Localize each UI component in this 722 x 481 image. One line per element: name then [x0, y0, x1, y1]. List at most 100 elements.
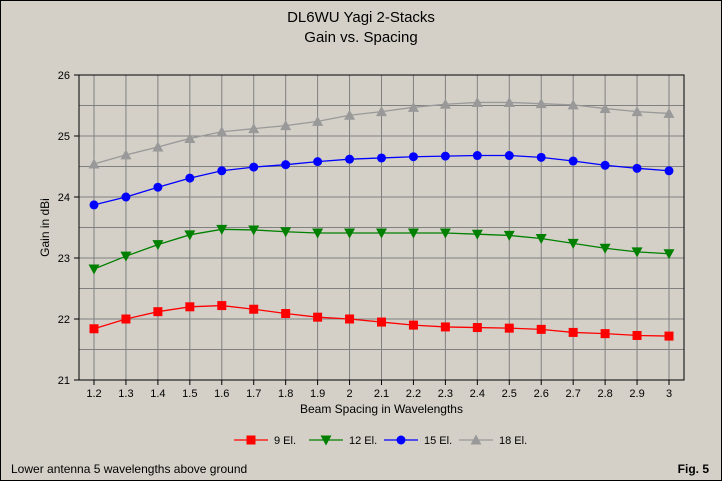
legend-item: 18 El. [459, 434, 527, 447]
data-point [217, 166, 227, 176]
data-point [407, 228, 419, 239]
data-point [377, 153, 386, 163]
data-point [472, 151, 482, 161]
data-point [536, 152, 546, 162]
series-3 [89, 151, 674, 210]
data-point [217, 301, 227, 311]
data-point [567, 99, 579, 110]
data-point [568, 327, 578, 337]
data-point [567, 238, 579, 249]
legend-marker [396, 435, 406, 445]
legend-item: 15 El. [384, 435, 452, 447]
data-point [536, 324, 546, 334]
data-point [439, 228, 451, 239]
data-point [216, 224, 228, 235]
data-point [472, 323, 482, 333]
legend-label: 15 El. [424, 435, 452, 447]
data-point [440, 151, 450, 161]
x-tick-label: 1.7 [246, 388, 261, 400]
x-tick-label: 3 [666, 388, 672, 400]
y-tick-label: 25 [58, 131, 70, 143]
x-tick-label: 1.3 [118, 388, 133, 400]
data-point [248, 225, 260, 236]
data-point [599, 103, 611, 114]
x-tick-label: 2.3 [438, 388, 453, 400]
legend: 9 El. 12 El. 15 El. 18 El. [234, 434, 527, 447]
data-point [89, 324, 99, 334]
x-tick-label: 1.2 [86, 388, 101, 400]
x-tick-label: 2.1 [374, 388, 389, 400]
data-point [503, 230, 515, 241]
data-point [535, 233, 547, 244]
data-point [631, 247, 643, 258]
data-point [345, 154, 355, 164]
legend-marker [470, 434, 482, 445]
data-point [568, 156, 578, 166]
legend-label: 12 El. [349, 435, 377, 447]
series-1 [89, 301, 674, 341]
data-point [631, 106, 643, 117]
data-point [88, 264, 100, 275]
data-point [376, 106, 387, 117]
data-point [600, 329, 610, 339]
data-point [216, 126, 228, 137]
data-point [439, 98, 451, 109]
x-tick-label: 2.6 [534, 388, 549, 400]
data-point [504, 323, 514, 333]
data-point [280, 227, 292, 238]
data-point [408, 320, 418, 330]
data-point [664, 331, 674, 341]
data-point [504, 151, 514, 161]
y-tick-label: 22 [58, 314, 70, 326]
data-point [249, 304, 259, 314]
figure-label: Fig. 5 [677, 462, 709, 476]
data-point [407, 101, 419, 112]
data-point [535, 98, 547, 109]
x-tick-label: 1.8 [278, 388, 293, 400]
data-point [249, 162, 259, 172]
data-point [664, 166, 674, 176]
x-tick-label: 1.4 [150, 388, 165, 400]
data-point [440, 322, 450, 332]
x-tick-label: 2.8 [597, 388, 612, 400]
legend-item: 9 El. [234, 435, 296, 447]
series-2 [88, 224, 675, 275]
plot-border [78, 74, 685, 381]
data-point [185, 173, 195, 183]
data-point [280, 120, 292, 131]
data-point [471, 229, 483, 240]
x-tick-label: 2.2 [406, 388, 421, 400]
data-point [663, 249, 675, 260]
x-tick-label: 1.6 [214, 388, 229, 400]
data-point [503, 96, 515, 107]
x-tick-label: 2 [346, 388, 352, 400]
data-point [377, 317, 386, 327]
data-point [152, 240, 164, 251]
x-tick-label: 2.7 [566, 388, 581, 400]
data-point [344, 228, 356, 239]
x-tick-label: 2.9 [629, 388, 644, 400]
data-point [185, 302, 195, 312]
y-tick-label: 24 [58, 192, 70, 204]
chart-subtitle: Gain vs. Spacing [304, 29, 418, 46]
data-point [345, 314, 355, 324]
data-point [120, 251, 132, 262]
x-tick-label: 2.4 [470, 388, 485, 400]
chart-title: DL6WU Yagi 2-Stacks [287, 9, 435, 26]
data-point [281, 160, 291, 170]
data-point [376, 228, 387, 239]
series-layer [88, 96, 675, 341]
data-point [663, 107, 675, 118]
data-point [344, 109, 356, 120]
footnote: Lower antenna 5 wavelengths above ground [11, 462, 248, 476]
data-point [313, 157, 323, 167]
y-tick-label: 21 [58, 375, 70, 387]
legend-item: 12 El. [309, 435, 377, 447]
data-point [121, 192, 131, 202]
legend-marker [320, 435, 332, 446]
data-point [632, 330, 642, 340]
data-point [152, 141, 164, 152]
data-point [89, 200, 99, 210]
